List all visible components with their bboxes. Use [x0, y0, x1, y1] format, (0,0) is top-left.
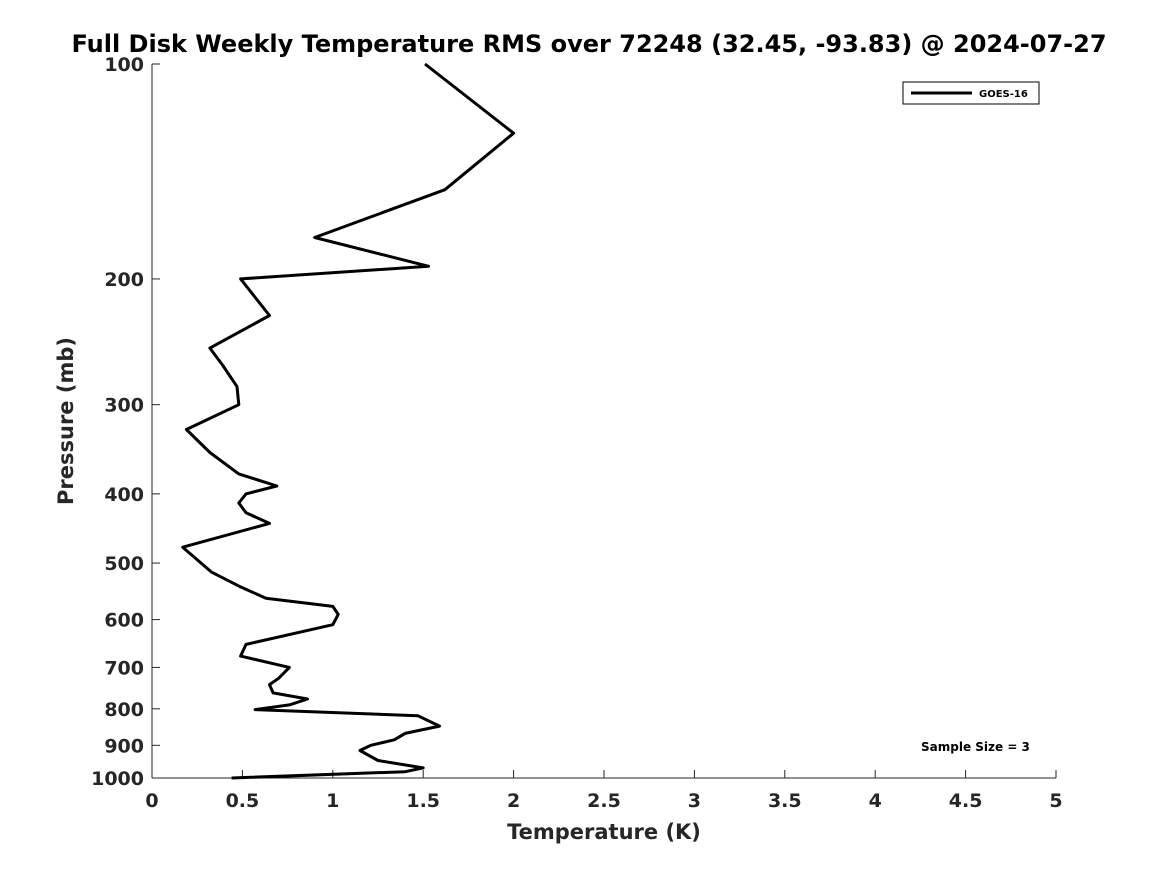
- y-tick-label: 400: [104, 484, 144, 506]
- y-tick-label: 900: [104, 735, 144, 757]
- y-axis-label: Pressure (mb): [54, 337, 78, 505]
- y-tick-label: 200: [104, 269, 144, 291]
- x-tick-label: 3: [688, 790, 701, 812]
- y-tick-label: 300: [104, 395, 144, 417]
- x-axis-label: Temperature (K): [507, 820, 701, 844]
- x-tick-label: 4: [869, 790, 882, 812]
- x-tick-label: 3.5: [768, 790, 802, 812]
- y-tick-label: 600: [104, 610, 144, 632]
- y-tick-label: 100: [104, 54, 144, 76]
- x-axis-ticks: 0 0.5 1 1.5 2 2.5 3 3.5 4 4.5 5: [145, 770, 1063, 812]
- x-tick-label: 4.5: [949, 790, 983, 812]
- series-line-goes-16: [181, 62, 516, 780]
- legend-label-goes-16: GOES-16: [979, 89, 1028, 100]
- y-axis-ticks: 100 200 300 400 500 600 700 800 900 1000: [91, 54, 160, 790]
- y-tick-label: 500: [104, 553, 144, 575]
- x-tick-label: 0.5: [226, 790, 260, 812]
- y-tick-label: 800: [104, 699, 144, 721]
- x-tick-label: 2.5: [587, 790, 621, 812]
- x-tick-label: 0: [145, 790, 158, 812]
- series-group: [181, 62, 516, 780]
- x-tick-label: 1.5: [406, 790, 440, 812]
- x-tick-label: 2: [507, 790, 520, 812]
- x-tick-label: 5: [1049, 790, 1062, 812]
- y-tick-label: 700: [104, 657, 144, 679]
- chart-title: Full Disk Weekly Temperature RMS over 72…: [71, 30, 1106, 58]
- y-tick-label: 1000: [91, 768, 144, 790]
- legend: GOES-16: [902, 81, 1040, 105]
- sample-size-annotation: Sample Size = 3: [921, 740, 1030, 754]
- x-tick-label: 1: [326, 790, 339, 812]
